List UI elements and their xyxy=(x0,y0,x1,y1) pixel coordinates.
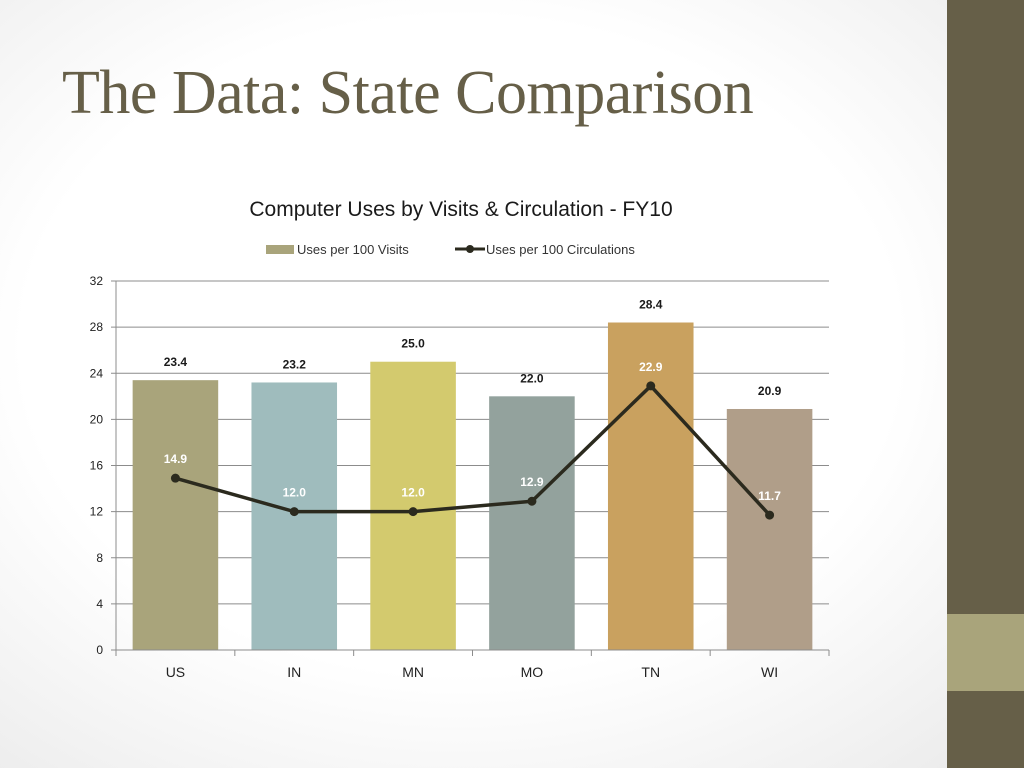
y-tick-label: 8 xyxy=(96,551,103,565)
y-tick-label: 0 xyxy=(96,643,103,657)
gridlines xyxy=(116,280,829,605)
y-tick-label: 4 xyxy=(96,597,103,611)
line-series xyxy=(170,381,775,520)
bar-value-label: 23.4 xyxy=(164,355,188,369)
chart-title: Computer Uses by Visits & Circulation - … xyxy=(249,198,672,221)
bar xyxy=(726,408,813,650)
line-value-label: 22.9 xyxy=(639,360,663,374)
sidebar-accent-block xyxy=(947,614,1024,691)
y-tick-label: 28 xyxy=(90,320,104,334)
line-point xyxy=(289,507,299,517)
line-point xyxy=(765,510,775,520)
x-tick-label: IN xyxy=(287,664,301,680)
bar xyxy=(489,396,575,650)
bar-value-label: 22.0 xyxy=(520,371,544,385)
line-point xyxy=(408,507,418,517)
line-point xyxy=(170,473,180,483)
y-tick-label: 20 xyxy=(90,412,104,426)
y-tick-label: 12 xyxy=(90,505,104,519)
bar xyxy=(132,380,219,650)
legend: Uses per 100 Visits Uses per 100 Circula… xyxy=(266,242,635,257)
x-tick-label: WI xyxy=(761,664,778,680)
data-labels: 23.4 23.2 25.0 22.0 28.4 20.9 14.9 12.0 12.0 12.9… xyxy=(164,298,782,504)
x-tick-label: TN xyxy=(641,664,660,680)
y-tick-label: 24 xyxy=(90,366,104,380)
bar-value-label: 23.2 xyxy=(283,357,307,371)
bar-series xyxy=(132,322,813,650)
line-value-label: 12.0 xyxy=(401,486,425,500)
x-tick-label: US xyxy=(166,664,185,680)
series-line xyxy=(174,384,771,517)
bar-value-label: 20.9 xyxy=(758,384,782,398)
legend-marker-line xyxy=(466,245,474,253)
line-value-label: 12.0 xyxy=(283,486,307,500)
x-tick-label: MO xyxy=(521,664,544,680)
line-value-label: 12.9 xyxy=(520,475,544,489)
bar xyxy=(370,361,456,650)
slide-title: The Data: State Comparison xyxy=(62,59,754,127)
y-tick-label: 32 xyxy=(90,274,104,288)
line-value-label: 14.9 xyxy=(164,452,188,466)
bar-value-label: 25.0 xyxy=(401,337,425,351)
legend-label-bars: Uses per 100 Visits xyxy=(297,242,409,257)
bar-value-label: 28.4 xyxy=(639,298,663,312)
y-axis: 0 4 8 12 16 20 24 28 32 xyxy=(90,274,117,657)
bar xyxy=(607,322,694,650)
x-axis: US IN MN MO TN WI xyxy=(115,649,830,680)
line-point xyxy=(527,496,537,506)
line-point xyxy=(646,381,656,391)
legend-label-line: Uses per 100 Circulations xyxy=(486,242,635,257)
x-tick-label: MN xyxy=(402,664,424,680)
bar xyxy=(251,382,338,650)
line-value-label: 11.7 xyxy=(758,489,781,503)
y-tick-label: 16 xyxy=(90,459,104,473)
legend-swatch-bars xyxy=(266,245,294,254)
